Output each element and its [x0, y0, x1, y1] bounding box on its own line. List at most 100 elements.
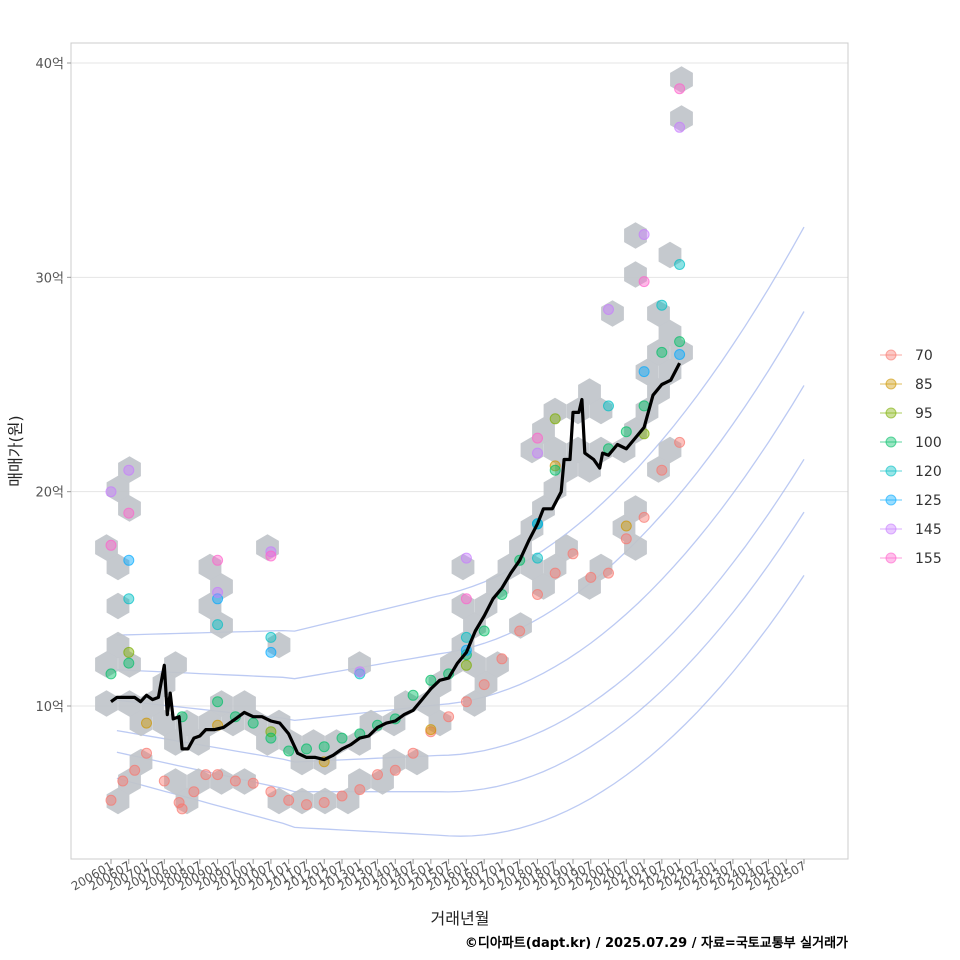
scatter-point-70 [212, 769, 224, 781]
scatter-point-100 [283, 745, 295, 757]
scatter-point-100 [212, 696, 224, 708]
hex-bin [405, 748, 429, 776]
hex-bin [95, 690, 118, 717]
scatter-point-70 [443, 711, 455, 723]
scatter-point-145 [265, 546, 277, 558]
legend-key-point [885, 436, 897, 448]
scatter-point-125 [674, 349, 686, 360]
scatter-point-100 [674, 336, 686, 348]
scatter-point-70 [301, 799, 312, 811]
hex-bin [658, 358, 682, 386]
hex-bin [624, 417, 647, 444]
hex-bin [474, 670, 498, 698]
scatter-point-70 [117, 775, 129, 787]
scatter-point-70 [585, 571, 597, 583]
scatter-point-145 [638, 229, 650, 240]
hex-bin [371, 768, 394, 795]
legend-label: 125 [915, 493, 942, 509]
scatter-point-70 [638, 511, 650, 523]
hex-bin [658, 319, 682, 347]
scatter-point-100 [318, 741, 330, 753]
scatter-point-120 [532, 552, 543, 564]
hex-bin [555, 456, 578, 483]
scatter-point-85 [425, 724, 437, 736]
scatter-point-145 [674, 121, 686, 133]
scatter-point-70 [460, 696, 472, 708]
hex-bin [290, 787, 314, 815]
scatter-point-70 [407, 747, 419, 759]
scatter-point-145 [532, 447, 543, 459]
hex-bin [233, 768, 256, 795]
legend-key-point [885, 407, 897, 419]
scatter-point-100 [247, 717, 259, 729]
hex-bin [624, 495, 647, 522]
hex-bin [290, 748, 314, 776]
hex-bin [267, 631, 291, 659]
legend-label: 70 [915, 348, 933, 364]
hex-bin [601, 300, 624, 327]
scatter-point-70 [567, 548, 579, 560]
scatter-point-70 [283, 794, 295, 806]
scatter-point-155 [674, 83, 686, 95]
legend-key-point [885, 523, 897, 535]
hex-bin [589, 436, 613, 464]
scatter-point-100 [407, 689, 419, 701]
hex-bin [589, 553, 613, 581]
scatter-point-100 [123, 657, 135, 669]
scatter-point-155 [265, 550, 277, 562]
legend-label: 155 [915, 551, 942, 567]
hex-bin [451, 631, 475, 659]
scatter-point-100 [265, 732, 277, 744]
y-tick-label: 30억 [35, 271, 64, 286]
scatter-point-70 [549, 567, 561, 579]
scatter-point-70 [532, 589, 543, 600]
hex-bin [463, 612, 486, 639]
scatter-point-155 [105, 539, 117, 551]
scatter-point-70 [200, 769, 212, 781]
scatter-point-100 [105, 668, 117, 680]
hex-bin [647, 300, 670, 327]
scatter-point-70 [478, 679, 490, 691]
legend-label: 120 [915, 464, 942, 480]
hex-bin [428, 709, 452, 737]
scatter-point-155 [212, 554, 224, 566]
scatter-point-145 [460, 552, 472, 564]
scatter-point-70 [318, 797, 330, 808]
legend-key-point [885, 465, 897, 477]
scatter-point-125 [123, 554, 135, 566]
hex-bin [187, 729, 210, 756]
hex-bin [578, 378, 601, 405]
hex-bin [509, 534, 532, 561]
hex-bin [520, 553, 544, 581]
caption: ©디아파트(dapt.kr) / 2025.07.29 / 자료=국토교통부 실… [465, 935, 848, 951]
legend: 70 85 95 100 120 125 145 155 [880, 348, 942, 567]
y-axis-title: 매매가(원) [6, 415, 25, 486]
scatter-point-120 [603, 400, 614, 412]
scatter-point-125 [638, 366, 650, 378]
hex-bin [670, 339, 693, 366]
y-tick-label: 20억 [35, 486, 64, 501]
density-contour [116, 458, 805, 763]
scatter-point-100 [336, 732, 348, 744]
scatter-point-70 [674, 436, 686, 448]
y-axis: 10억 20억 30억 40억 [35, 57, 71, 715]
hex-bin [532, 573, 555, 600]
scatter-point-70 [129, 764, 141, 776]
hex-bin [198, 592, 222, 620]
scatter-point-70 [656, 464, 668, 476]
scatter-point-155 [123, 507, 135, 519]
hex-bin [175, 787, 199, 815]
hex-bin [118, 651, 141, 678]
hex-bin [624, 534, 647, 561]
legend-label: 85 [915, 377, 933, 393]
scatter-point-70 [336, 790, 348, 802]
scatter-point-70 [514, 625, 526, 637]
hex-bin [647, 456, 670, 483]
hex-bin [106, 475, 130, 503]
legend-label: 145 [915, 522, 942, 538]
scatter-point-70 [603, 567, 614, 579]
scatter-point-70 [247, 777, 259, 789]
hex-bin [336, 787, 360, 815]
scatter-point-100 [478, 625, 490, 637]
